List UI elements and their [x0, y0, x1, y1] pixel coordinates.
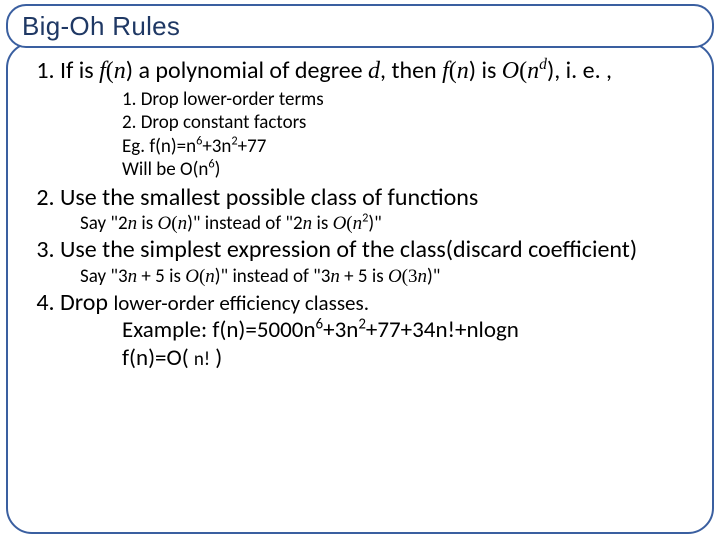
rule-4: Drop lower-order efficiency classes. Exa… [60, 288, 702, 372]
rule-1: If is f(n) a polynomial of degree d, the… [60, 56, 702, 181]
rule-1-text: If is f(n) a polynomial of degree d, the… [60, 56, 612, 85]
rule-1-sublist: 1. Drop lower-order terms 2. Drop consta… [60, 88, 702, 181]
rule-3: Use the simplest expression of the class… [60, 235, 702, 287]
rule-4-example: Example: f(n)=5000n6+3n2+77+34n!+nlogn f… [60, 317, 702, 372]
rule-3-text: Use the simplest expression of the class… [60, 235, 637, 264]
sub-item-willbe: Will be O(n6) [122, 158, 702, 181]
rule-2-say: Say "2n is O(n)" instead of "2n is O(n2)… [60, 212, 702, 235]
slide-title: Big-Oh Rules [22, 11, 180, 42]
sub-item-1: 1. Drop lower-order terms [122, 88, 702, 111]
content-area: If is f(n) a polynomial of degree d, the… [18, 56, 702, 526]
title-box: Big-Oh Rules [6, 4, 714, 48]
sub-item-eg: Eg. f(n)=n6+3n2+77 [122, 135, 702, 158]
rule-4-text: Drop lower-order efficiency classes. [60, 288, 369, 317]
rule-3-say: Say "3n + 5 is O(n)" instead of "3n + 5 … [60, 265, 702, 288]
sub-item-2: 2. Drop constant factors [122, 111, 702, 134]
rule-2: Use the smallest possible class of funct… [60, 183, 702, 235]
example-line-1: Example: f(n)=5000n6+3n2+77+34n!+nlogn [122, 317, 702, 345]
rule-2-text: Use the smallest possible class of funct… [60, 183, 478, 212]
example-line-2: f(n)=O( n! ) [122, 345, 702, 373]
rules-list: If is f(n) a polynomial of degree d, the… [18, 56, 702, 372]
